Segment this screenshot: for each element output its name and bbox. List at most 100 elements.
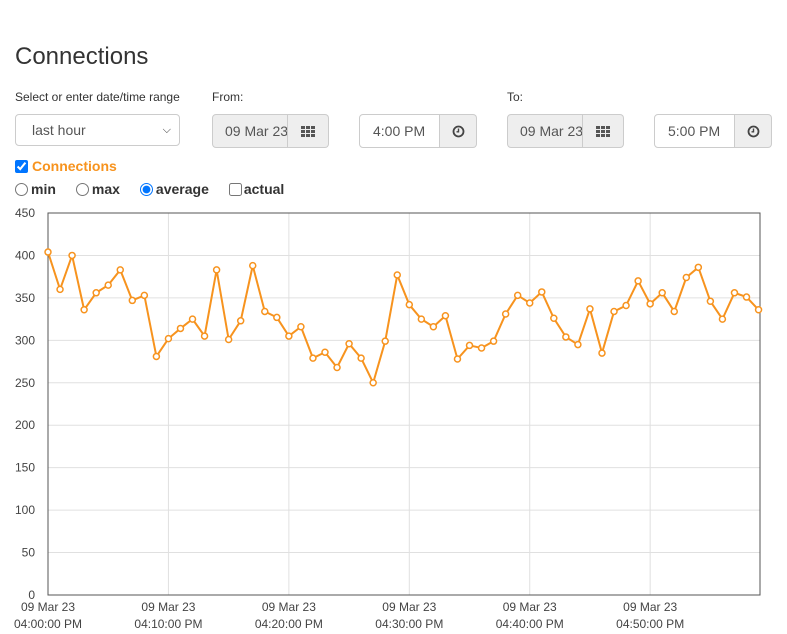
data-point <box>297 323 305 331</box>
data-point <box>513 291 522 300</box>
mode-max-label: max <box>91 181 120 197</box>
data-point <box>465 341 474 350</box>
to-label: To: <box>507 90 524 104</box>
y-tick-label: 0 <box>28 588 35 602</box>
data-point <box>429 323 438 331</box>
from-date-input[interactable]: 09 Mar 23 <box>212 114 288 148</box>
x-tick-label-time: 04:10:00 PM <box>134 617 202 631</box>
x-tick-label-time: 04:40:00 PM <box>496 617 564 631</box>
data-point <box>164 334 173 343</box>
data-point <box>525 299 534 307</box>
data-point <box>622 301 630 310</box>
data-point <box>68 251 76 260</box>
range-label: Select or enter date/time range <box>15 90 180 104</box>
data-point <box>381 337 389 345</box>
from-clock-button[interactable] <box>440 114 477 148</box>
data-point <box>345 339 353 348</box>
data-point <box>236 317 245 325</box>
mode-min-radio[interactable] <box>15 182 28 196</box>
data-point <box>116 266 125 274</box>
data-point <box>550 314 558 323</box>
y-tick-label: 250 <box>15 376 35 390</box>
data-point <box>56 285 64 294</box>
series-line <box>47 251 760 386</box>
mode-options: min max average actual <box>15 181 304 197</box>
mode-min-label: min <box>31 181 56 197</box>
data-point <box>248 261 257 270</box>
mode-actual[interactable]: actual <box>228 181 285 197</box>
mode-average-label: average <box>155 181 209 197</box>
from-label: From: <box>212 90 244 104</box>
actual-checkbox[interactable] <box>228 182 242 196</box>
data-point <box>92 289 100 297</box>
mode-max[interactable]: max <box>75 181 120 197</box>
series-toggle-row: Connections <box>15 158 117 174</box>
y-tick-label: 50 <box>22 546 36 560</box>
mode-max-radio[interactable] <box>75 182 89 196</box>
x-tick-label-time: 04:20:00 PM <box>255 617 323 631</box>
to-date-input[interactable]: 09 Mar 23 <box>507 114 583 148</box>
x-tick-label-date: 09 Mar 23 <box>141 600 195 614</box>
data-point <box>742 293 751 301</box>
data-point <box>405 300 414 309</box>
connections-checkbox[interactable] <box>15 159 28 173</box>
page-title: Connections <box>15 43 149 70</box>
from-time-input[interactable]: 4:00 PM <box>359 114 440 148</box>
from-date-group: 09 Mar 23 <box>212 114 329 148</box>
data-point <box>212 266 221 274</box>
data-point <box>538 288 546 296</box>
data-point <box>333 363 341 372</box>
data-point <box>682 273 691 282</box>
y-tick-label: 400 <box>15 248 35 262</box>
data-point <box>598 349 606 357</box>
data-point <box>658 289 666 297</box>
data-point <box>694 263 703 272</box>
data-point <box>453 355 462 363</box>
data-point <box>44 248 52 256</box>
mode-average[interactable]: average <box>139 181 209 197</box>
data-point <box>634 277 642 285</box>
data-point <box>477 344 486 352</box>
data-point <box>176 324 185 333</box>
mode-min[interactable]: min <box>15 181 56 197</box>
data-point <box>730 289 739 297</box>
data-point <box>285 332 293 340</box>
to-time-input[interactable]: 5:00 PM <box>654 114 735 148</box>
y-tick-label: 100 <box>15 503 35 517</box>
to-calendar-button[interactable] <box>583 114 624 148</box>
actual-label: actual <box>243 181 285 197</box>
data-point <box>718 315 727 323</box>
chevron-down-icon: ⌵ <box>162 124 171 136</box>
data-point <box>104 281 112 289</box>
range-select-value: last hour <box>32 122 86 138</box>
to-date-group: 09 Mar 23 <box>507 114 624 148</box>
data-point <box>501 310 510 318</box>
calendar-grid-icon <box>301 125 315 137</box>
data-point <box>152 352 161 361</box>
data-point <box>140 291 149 300</box>
range-select[interactable]: last hour ⌵ <box>15 114 180 146</box>
mode-average-radio[interactable] <box>139 182 153 196</box>
data-point <box>586 305 594 313</box>
from-calendar-button[interactable] <box>288 114 329 148</box>
y-tick-label: 450 <box>15 206 35 220</box>
data-point <box>188 315 197 323</box>
data-point <box>261 307 269 316</box>
data-point <box>574 340 582 349</box>
data-point <box>417 315 426 323</box>
to-clock-button[interactable] <box>735 114 772 148</box>
data-point <box>441 311 450 320</box>
plot-frame <box>47 212 761 596</box>
data-point <box>309 354 317 362</box>
x-tick-label-time: 04:30:00 PM <box>375 617 443 631</box>
data-point <box>562 333 570 341</box>
x-tick-label-time: 04:00:00 PM <box>14 617 82 631</box>
data-point <box>321 348 329 356</box>
data-point <box>646 300 654 308</box>
data-point <box>224 335 233 344</box>
to-time-group: 5:00 PM <box>654 114 772 148</box>
y-tick-label: 350 <box>15 291 35 305</box>
data-point <box>754 306 763 314</box>
calendar-grid-icon <box>596 125 610 137</box>
x-tick-label-time: 04:50:00 PM <box>616 617 684 631</box>
